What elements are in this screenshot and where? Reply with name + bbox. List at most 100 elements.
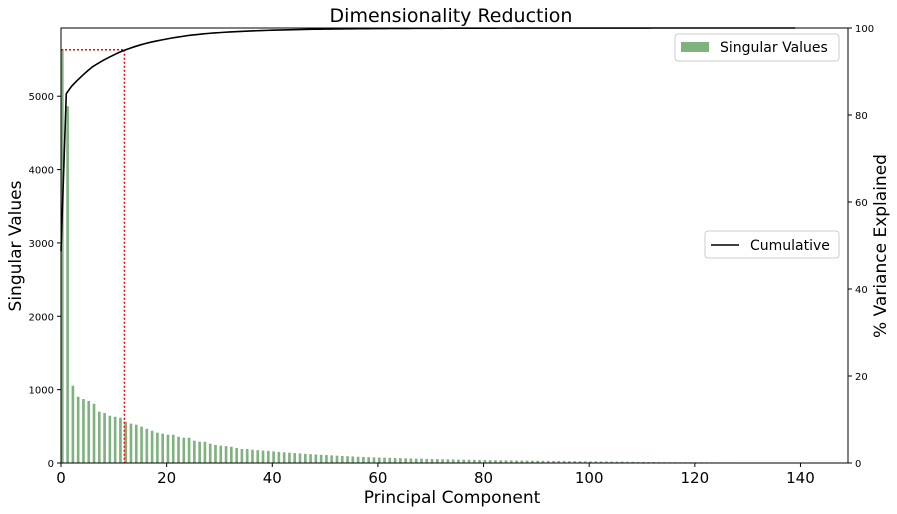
bar: [414, 458, 418, 463]
bar: [161, 433, 164, 463]
bar: [541, 460, 545, 463]
x-tick-label: 60: [368, 469, 387, 487]
bar: [140, 426, 143, 463]
bar: [520, 460, 524, 463]
bar: [182, 437, 186, 463]
legend-bar-label: Singular Values: [720, 40, 828, 56]
bar: [393, 458, 397, 463]
y-right-tick-label: 80: [855, 111, 868, 122]
y-right-tick-label: 60: [855, 198, 868, 209]
bar: [409, 458, 413, 463]
bar: [335, 455, 339, 463]
x-tick-label: 40: [263, 469, 282, 487]
bar: [377, 457, 381, 463]
bar: [499, 460, 503, 463]
bar: [97, 411, 101, 463]
bar: [589, 461, 592, 463]
bar: [536, 460, 540, 463]
bar: [314, 454, 318, 463]
bar: [472, 459, 476, 463]
y-right-tick-label: 0: [855, 459, 861, 470]
bar: [76, 396, 80, 463]
bar: [483, 460, 487, 463]
bar: [166, 434, 170, 463]
bar: [457, 459, 460, 463]
bar: [615, 461, 619, 463]
bar: [177, 436, 180, 463]
bar: [441, 459, 444, 463]
bar: [546, 460, 550, 463]
bar: [330, 455, 334, 463]
bar: [208, 443, 212, 463]
bar: [594, 461, 598, 463]
bar: [399, 458, 402, 463]
bar: [488, 460, 492, 463]
bar: [219, 445, 223, 463]
bar: [504, 460, 508, 463]
bar: [103, 413, 106, 463]
legend-singular-values: Singular Values: [674, 33, 840, 62]
bar: [605, 461, 608, 463]
bar: [425, 458, 429, 463]
bar: [319, 454, 323, 463]
bar: [562, 461, 566, 463]
bar: [61, 49, 64, 463]
bar: [309, 454, 312, 463]
bar: [124, 421, 128, 463]
bar: [446, 459, 450, 463]
chart-title: Dimensionality Reduction: [330, 5, 573, 27]
bar: [388, 457, 392, 463]
bar: [525, 460, 529, 463]
bar: [362, 456, 365, 463]
bar: [92, 403, 96, 463]
bar: [351, 456, 355, 463]
bar: [531, 460, 534, 463]
bar: [462, 459, 466, 463]
bar: [340, 455, 344, 463]
bar: [71, 385, 75, 463]
bar: [620, 461, 624, 463]
bar: [573, 461, 576, 463]
bar: [214, 445, 217, 463]
bar: [356, 456, 360, 463]
bar: [467, 459, 471, 463]
bar: [509, 460, 513, 463]
x-tick-label: 140: [786, 469, 815, 487]
y-tick-label: 0: [48, 459, 54, 470]
bar: [119, 417, 122, 463]
legend-line-label: Cumulative: [750, 238, 830, 254]
bar: [129, 423, 133, 463]
y-axis-label-left: Singular Values: [6, 180, 26, 311]
bar: [145, 428, 149, 463]
y-right-tick-label: 20: [855, 372, 868, 383]
x-tick-label: 120: [681, 469, 710, 487]
bar: [156, 432, 159, 463]
bar: [193, 440, 196, 463]
bar: [552, 461, 555, 463]
bar: [277, 451, 281, 463]
bar: [134, 424, 138, 463]
bar: [642, 461, 645, 463]
bar: [198, 441, 201, 463]
y-right-tick-label: 100: [855, 24, 874, 35]
bar: [230, 446, 233, 463]
bar: [240, 448, 244, 463]
bar: [610, 461, 613, 463]
bar: [150, 430, 154, 463]
bar: [66, 106, 69, 464]
bar: [568, 461, 571, 463]
bar: [272, 451, 275, 463]
bar: [245, 448, 249, 463]
bar: [430, 458, 434, 463]
bar: [346, 456, 349, 463]
bar: [251, 449, 254, 463]
y-right-tick-label: 40: [855, 285, 868, 296]
bar: [636, 461, 640, 463]
bar: [557, 461, 561, 463]
plot-frame: [60, 27, 849, 464]
bar: [171, 434, 175, 463]
y-tick-label: 2000: [29, 312, 54, 323]
bar: [303, 453, 307, 463]
